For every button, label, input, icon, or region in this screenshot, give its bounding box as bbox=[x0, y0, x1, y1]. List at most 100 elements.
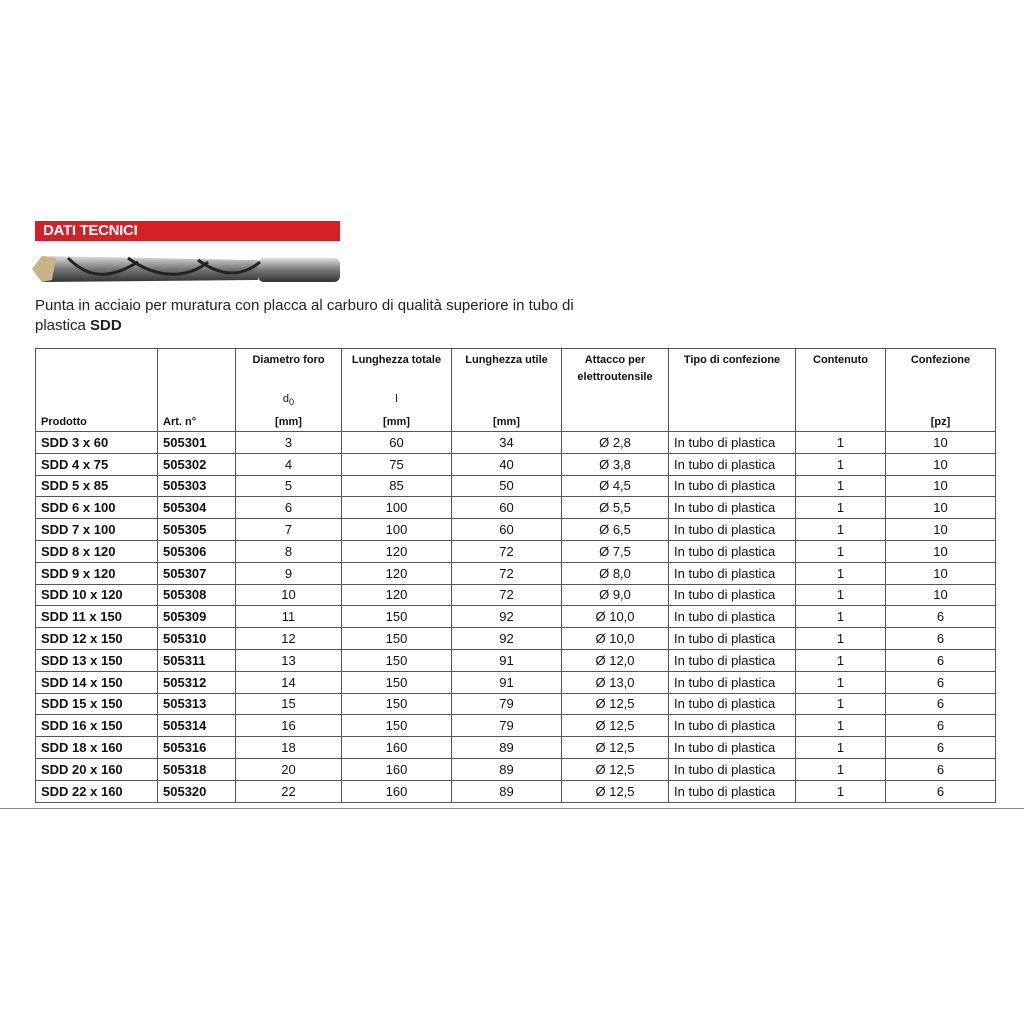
table-cell: 150 bbox=[341, 605, 452, 629]
table-cell: 505301 bbox=[157, 431, 236, 454]
table-cell: In tubo di plastica bbox=[668, 539, 796, 563]
table-cell: 505307 bbox=[157, 561, 236, 585]
table-cell: 72 bbox=[451, 561, 562, 585]
table-cell: 1 bbox=[795, 605, 886, 629]
table-cell: 505308 bbox=[157, 583, 236, 607]
column-header: Attacco per elettroutensile bbox=[561, 348, 669, 432]
table-cell: Ø 2,8 bbox=[561, 431, 669, 454]
table-row: SDD 9 x 120 505307 9 120 72 Ø 8,0 In tubo di p… bbox=[35, 561, 996, 585]
table-cell: 18 bbox=[235, 736, 342, 759]
spec-table: Prodotto Art. n° Diametro foro d0 [mm] Lunghe… bbox=[35, 348, 996, 803]
table-cell: Ø 6,5 bbox=[561, 518, 669, 541]
table-cell: 40 bbox=[451, 452, 562, 476]
table-cell: 150 bbox=[341, 714, 452, 738]
table-cell: 6 bbox=[885, 692, 996, 716]
header-title: Attacco per elettroutensile bbox=[577, 354, 653, 383]
table-cell: 6 bbox=[885, 627, 996, 650]
table-cell: 6 bbox=[885, 605, 996, 629]
header-title: Lunghezza utile bbox=[465, 354, 548, 366]
table-cell: 1 bbox=[795, 474, 886, 498]
table-cell: 7 bbox=[235, 518, 342, 541]
table-cell: Ø 7,5 bbox=[561, 539, 669, 563]
description: Punta in acciaio per muratura con placca… bbox=[35, 296, 575, 336]
table-cell: In tubo di plastica bbox=[668, 583, 796, 607]
table-cell: 91 bbox=[451, 648, 562, 672]
table-cell: 505316 bbox=[157, 736, 236, 759]
table-cell: 89 bbox=[451, 779, 562, 803]
table-cell: 160 bbox=[341, 736, 452, 759]
table-cell: Ø 3,8 bbox=[561, 452, 669, 476]
column-header: Lunghezza utile [mm] bbox=[451, 348, 562, 432]
table-cell: 4 bbox=[235, 452, 342, 476]
drill-image bbox=[32, 256, 340, 282]
table-cell: 160 bbox=[341, 779, 452, 803]
table-cell: 1 bbox=[795, 736, 886, 759]
table-cell: 6 bbox=[235, 496, 342, 520]
table-cell: 10 bbox=[885, 452, 996, 476]
column-header: Prodotto bbox=[35, 348, 158, 432]
header-unit: [mm] bbox=[383, 416, 410, 428]
banner: DATI TECNICI bbox=[35, 221, 340, 241]
table-cell: SDD 12 x 150 bbox=[35, 627, 158, 650]
table-cell: 79 bbox=[451, 714, 562, 738]
column-header: Art. n° bbox=[157, 348, 236, 432]
header-title: Art. n° bbox=[163, 416, 197, 428]
column-header: Lunghezza totale l [mm] bbox=[341, 348, 452, 432]
table-cell: 1 bbox=[795, 539, 886, 563]
table-cell: 120 bbox=[341, 583, 452, 607]
table-cell: 10 bbox=[235, 583, 342, 607]
table-cell: 505314 bbox=[157, 714, 236, 738]
table-row: SDD 22 x 160 505320 22 160 89 Ø 12,5 In tubo d… bbox=[35, 779, 996, 803]
table-cell: 1 bbox=[795, 452, 886, 476]
table-row: SDD 11 x 150 505309 11 150 92 Ø 10,0 In tubo d… bbox=[35, 605, 996, 629]
table-cell: 1 bbox=[795, 627, 886, 650]
table-cell: 1 bbox=[795, 757, 886, 781]
table-cell: 120 bbox=[341, 539, 452, 563]
table-cell: 85 bbox=[341, 474, 452, 498]
header-title: Contenuto bbox=[813, 354, 868, 366]
table-row: SDD 6 x 100 505304 6 100 60 Ø 5,5 In tubo di p… bbox=[35, 496, 996, 520]
table-cell: Ø 9,0 bbox=[561, 583, 669, 607]
table-cell: In tubo di plastica bbox=[668, 452, 796, 476]
table-cell: 120 bbox=[341, 561, 452, 585]
table-cell: SDD 20 x 160 bbox=[35, 757, 158, 781]
table-cell: 14 bbox=[235, 670, 342, 694]
table-cell: In tubo di plastica bbox=[668, 779, 796, 803]
table-cell: SDD 8 x 120 bbox=[35, 539, 158, 563]
table-cell: 150 bbox=[341, 648, 452, 672]
column-header: Contenuto bbox=[795, 348, 886, 432]
description-text: Punta in acciaio per muratura con placca… bbox=[35, 297, 574, 334]
table-cell: Ø 12,0 bbox=[561, 648, 669, 672]
symbol: l bbox=[395, 393, 398, 405]
table-cell: 150 bbox=[341, 627, 452, 650]
table-cell: 150 bbox=[341, 670, 452, 694]
table-cell: In tubo di plastica bbox=[668, 518, 796, 541]
table-cell: Ø 12,5 bbox=[561, 757, 669, 781]
table-cell: 75 bbox=[341, 452, 452, 476]
description-bold: SDD bbox=[90, 317, 122, 334]
table-row: SDD 4 x 75 505302 4 75 40 Ø 3,8 In tubo di pla… bbox=[35, 452, 996, 476]
header-unit: [pz] bbox=[930, 416, 951, 428]
table-cell: 50 bbox=[451, 474, 562, 498]
table-cell: 1 bbox=[795, 496, 886, 520]
table-cell: In tubo di plastica bbox=[668, 648, 796, 672]
table-cell: 6 bbox=[885, 779, 996, 803]
table-cell: 505311 bbox=[157, 648, 236, 672]
table-row: SDD 16 x 150 505314 16 150 79 Ø 12,5 In tubo d… bbox=[35, 714, 996, 738]
table-cell: 89 bbox=[451, 736, 562, 759]
table-cell: 6 bbox=[885, 714, 996, 738]
table-cell: 6 bbox=[885, 757, 996, 781]
table-cell: In tubo di plastica bbox=[668, 627, 796, 650]
table-cell: Ø 12,5 bbox=[561, 692, 669, 716]
table-cell: 91 bbox=[451, 670, 562, 694]
table-cell: 505305 bbox=[157, 518, 236, 541]
table-cell: In tubo di plastica bbox=[668, 692, 796, 716]
table-cell: 92 bbox=[451, 605, 562, 629]
table-cell: Ø 8,0 bbox=[561, 561, 669, 585]
table-cell: SDD 11 x 150 bbox=[35, 605, 158, 629]
table-cell: 150 bbox=[341, 692, 452, 716]
table-cell: 11 bbox=[235, 605, 342, 629]
table-cell: 10 bbox=[885, 474, 996, 498]
table-cell: 505309 bbox=[157, 605, 236, 629]
